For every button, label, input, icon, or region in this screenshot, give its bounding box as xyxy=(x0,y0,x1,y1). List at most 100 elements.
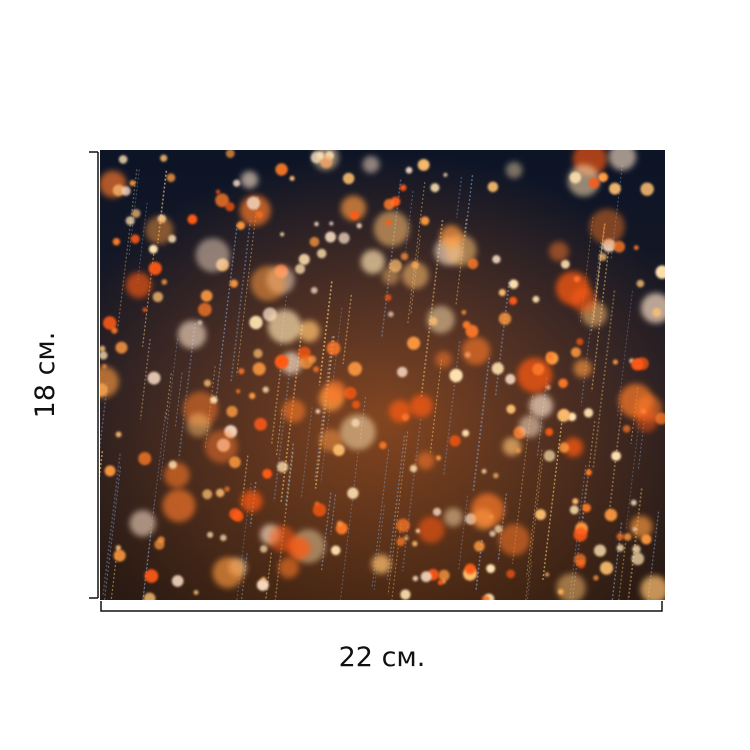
bokeh-dot xyxy=(157,536,165,544)
bokeh-dot xyxy=(574,553,587,566)
streak xyxy=(410,235,421,315)
bokeh-dot xyxy=(254,417,268,431)
bokeh-dot xyxy=(630,499,637,506)
bokeh-dot xyxy=(340,195,367,221)
width-line xyxy=(100,601,663,612)
bokeh-dot xyxy=(593,544,607,557)
bokeh-dot xyxy=(420,571,432,583)
streak xyxy=(611,522,623,600)
streak xyxy=(568,465,587,600)
bokeh-dot xyxy=(630,515,653,539)
bokeh-dot xyxy=(249,315,263,330)
bokeh-dot xyxy=(129,180,136,187)
bokeh-dot xyxy=(229,508,242,520)
bokeh-dot xyxy=(415,528,421,534)
height-bracket xyxy=(89,151,99,599)
bokeh-dot xyxy=(100,351,108,360)
bokeh-dot xyxy=(487,181,499,193)
bokeh-dot xyxy=(313,366,320,373)
bokeh-dot xyxy=(203,379,212,387)
streak xyxy=(139,338,151,420)
bokeh-dot xyxy=(493,472,499,479)
bokeh-dot xyxy=(381,267,400,285)
streak xyxy=(647,511,660,600)
bokeh-dot xyxy=(131,208,141,218)
bokeh-dot xyxy=(113,549,126,562)
bokeh-dot xyxy=(532,295,540,303)
streak xyxy=(318,281,333,386)
streak xyxy=(320,492,332,571)
streak xyxy=(152,411,166,515)
bokeh-dot xyxy=(640,182,654,196)
streak xyxy=(591,244,610,392)
bokeh-dot xyxy=(177,320,207,349)
bokeh-dot xyxy=(508,279,519,289)
bokeh-dot xyxy=(631,552,645,566)
bokeh-dot xyxy=(655,265,665,279)
bokeh-dot xyxy=(204,430,238,463)
bokeh-dot xyxy=(632,545,641,554)
bokeh-dot xyxy=(420,216,430,226)
streak xyxy=(110,549,118,600)
bokeh-dot xyxy=(387,311,394,318)
bokeh-dot xyxy=(329,221,334,226)
bokeh-dot xyxy=(215,189,221,194)
bokeh-dot xyxy=(316,248,327,259)
bokeh-dot xyxy=(467,258,479,270)
bokeh-dot xyxy=(200,290,213,302)
streak xyxy=(387,431,409,595)
streak xyxy=(497,493,507,562)
bokeh-dot xyxy=(118,155,128,164)
streak xyxy=(241,455,249,506)
bokeh-dot xyxy=(518,415,542,438)
bokeh-dot xyxy=(464,563,476,575)
bokeh-dot xyxy=(339,414,376,451)
streak xyxy=(458,495,469,571)
bokeh-dot xyxy=(115,341,128,354)
bokeh-dot xyxy=(563,437,584,457)
bokeh-dot xyxy=(570,347,581,358)
bokeh-dot xyxy=(400,589,411,600)
bokeh-dot xyxy=(616,532,624,541)
bokeh-dot xyxy=(418,516,445,543)
bokeh-dot xyxy=(491,362,504,375)
bokeh-dot xyxy=(569,505,579,515)
bokeh-dot xyxy=(277,461,289,473)
bokeh-dot xyxy=(226,405,238,418)
streak xyxy=(300,407,313,499)
bokeh-dot xyxy=(168,234,177,243)
bokeh-dot xyxy=(611,451,622,461)
streak xyxy=(380,179,402,338)
bokeh-dot xyxy=(428,316,438,326)
bokeh-dot xyxy=(640,575,665,600)
bokeh-dot xyxy=(557,408,571,422)
bokeh-dot xyxy=(506,569,516,579)
streak xyxy=(618,542,627,600)
bokeh-dot xyxy=(253,348,263,359)
bokeh-dot xyxy=(278,557,300,579)
bokeh-dot xyxy=(636,279,645,288)
bokeh-dot xyxy=(416,451,435,470)
bokeh-dot xyxy=(236,389,241,394)
bokeh-dot xyxy=(608,150,637,171)
streak xyxy=(616,290,633,419)
bokeh-dot xyxy=(498,312,512,326)
bokeh-dot xyxy=(312,503,327,517)
bokeh-dot xyxy=(608,182,621,195)
bokeh-dot xyxy=(215,488,225,498)
bokeh-dot xyxy=(210,396,218,404)
bokeh-dot xyxy=(195,238,230,273)
bokeh-dot xyxy=(326,341,341,356)
bokeh-dot xyxy=(383,198,395,210)
bokeh-dot xyxy=(489,530,496,537)
bokeh-dot xyxy=(295,263,306,274)
streak xyxy=(526,449,543,578)
bokeh-dot xyxy=(572,498,579,505)
bokeh-dot xyxy=(598,253,607,261)
bokeh-dot xyxy=(443,172,448,177)
bokeh-dot xyxy=(312,150,339,171)
bokeh-dot xyxy=(282,399,306,423)
bokeh-dot xyxy=(569,171,582,184)
bokeh-dot xyxy=(573,527,588,542)
